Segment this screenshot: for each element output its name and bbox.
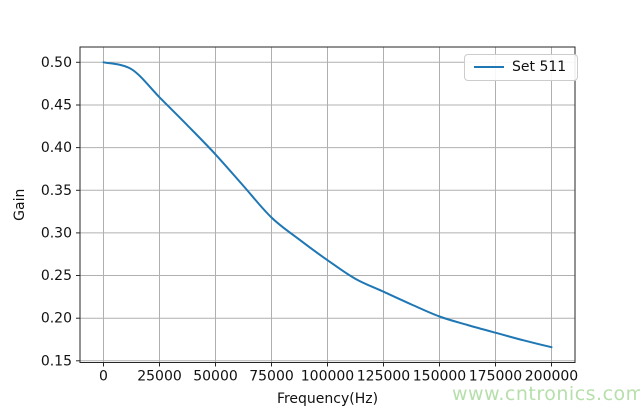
y-tick-label: 0.15: [41, 353, 72, 369]
legend: Set 511: [464, 54, 579, 81]
legend-line-sample: [474, 66, 504, 69]
x-tick-label: 75000: [249, 369, 294, 385]
x-tick-label: 200000: [525, 369, 578, 385]
y-tick-label: 0.20: [41, 311, 72, 327]
x-tick-label: 125000: [357, 369, 410, 385]
y-tick-label: 0.40: [41, 140, 72, 156]
y-axis-label: Gain: [12, 189, 28, 221]
y-tick-label: 0.35: [41, 183, 72, 199]
legend-label: Set 511: [512, 59, 567, 75]
x-tick-label: 0: [99, 369, 108, 385]
x-tick-label: 175000: [469, 369, 522, 385]
series-line: [102, 61, 553, 349]
y-tick-label: 0.30: [41, 225, 72, 241]
x-tick-label: 50000: [193, 369, 238, 385]
y-tick-label: 0.50: [41, 55, 72, 71]
y-tick-label: 0.45: [41, 98, 72, 114]
x-tick-label: 150000: [413, 369, 466, 385]
x-tick-label: 25000: [137, 369, 182, 385]
x-axis-label: Frequency(Hz): [277, 391, 378, 407]
x-tick-label: 100000: [301, 369, 354, 385]
y-tick-label: 0.25: [41, 268, 72, 284]
